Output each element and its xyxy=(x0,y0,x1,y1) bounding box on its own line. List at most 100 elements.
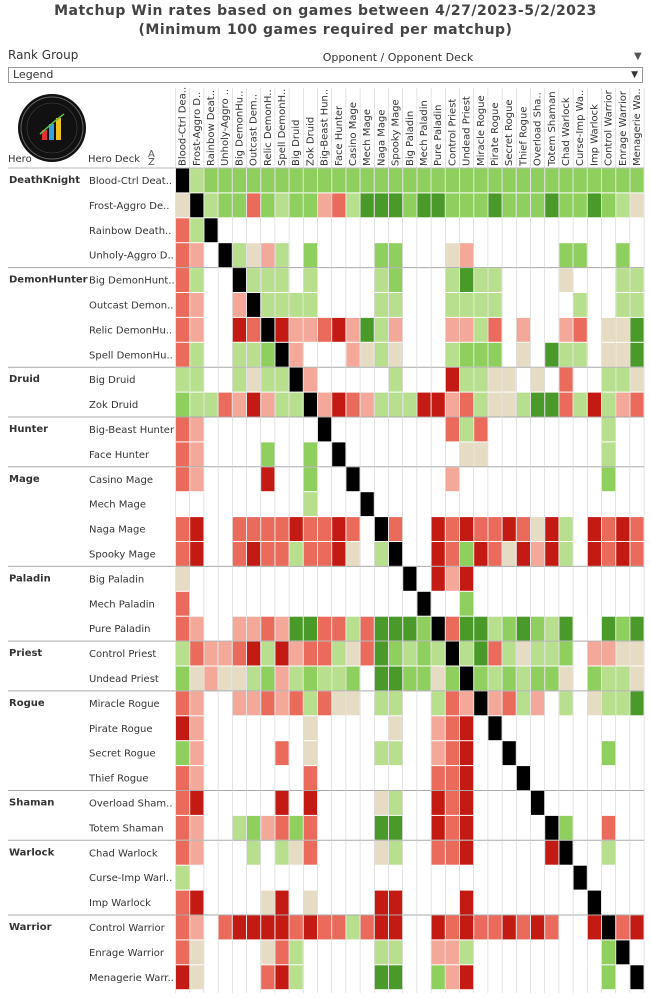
heatmap-cell xyxy=(587,193,601,218)
heatmap-cell xyxy=(417,168,431,193)
chart-title: Matchup Win rates based on games between… xyxy=(54,3,597,19)
column-label: Naga Mage xyxy=(376,109,387,166)
opponent-header: Opponent / Opponent Deck xyxy=(322,51,474,64)
column-label: Imp Warlock xyxy=(589,104,600,166)
heatmap-cell xyxy=(303,840,317,865)
heatmap-cell xyxy=(602,616,616,641)
data-reaper-logo xyxy=(18,94,86,162)
heatmap-cell xyxy=(176,791,190,815)
heatmap-cell xyxy=(190,317,204,342)
heatmap-cell xyxy=(431,392,445,417)
heatmap-cell xyxy=(303,915,317,940)
heatmap-cell xyxy=(261,616,275,641)
heatmap-cell xyxy=(332,915,346,940)
heatmap-cell xyxy=(289,542,303,566)
heatmap-cell xyxy=(516,542,530,566)
heatmap-cell xyxy=(488,666,502,691)
heatmap-cell xyxy=(204,392,218,417)
heatmap-cell xyxy=(502,542,516,566)
heatmap-cell xyxy=(474,915,488,940)
heatmap-cell xyxy=(374,293,388,317)
heatmap-cell xyxy=(176,965,190,990)
heatmap-cell xyxy=(318,392,332,417)
heatmap-cell xyxy=(389,716,403,741)
heatmap-cell xyxy=(289,915,303,940)
heatmap-cell xyxy=(460,442,474,467)
heatmap-cell xyxy=(346,193,360,218)
heatmap-cell xyxy=(431,815,445,840)
heatmap-cell xyxy=(431,616,445,641)
heatmap-cell xyxy=(318,666,332,691)
heatmap-cell xyxy=(303,641,317,666)
heatmap-cell xyxy=(545,392,559,417)
heatmap-cell xyxy=(176,367,190,392)
heatmap-cell xyxy=(247,691,261,716)
heatmap-cell xyxy=(445,815,459,840)
column-label: Undead Priest xyxy=(462,96,473,166)
heatmap-cell xyxy=(247,666,261,691)
heatmap-cell xyxy=(232,293,246,317)
heatmap-cell xyxy=(616,168,630,193)
heatmap-cell xyxy=(303,442,317,467)
heatmap-cell xyxy=(602,940,616,965)
hero-deck-label: Unholy-Aggro D.. xyxy=(89,251,174,262)
heatmap-cell xyxy=(573,865,587,890)
heatmap-cell xyxy=(488,392,502,417)
heatmap-cell xyxy=(176,293,190,317)
heatmap-cell xyxy=(488,317,502,342)
heatmap-cell xyxy=(261,367,275,392)
heatmap-cell xyxy=(616,268,630,292)
heatmap-cell xyxy=(460,741,474,766)
heatmap-cell xyxy=(460,317,474,342)
heatmap-cell xyxy=(176,865,190,890)
heatmap-cell xyxy=(204,666,218,691)
opponent-sort-dropdown-icon[interactable]: ▼ xyxy=(634,51,642,62)
heatmap-cell xyxy=(332,168,346,193)
heatmap-cell xyxy=(445,342,459,367)
hero-deck-label: Big Paladin xyxy=(89,574,144,585)
heatmap-cell xyxy=(289,940,303,965)
heatmap-cell xyxy=(559,517,573,541)
rank-group-select[interactable]: Legend ▼ xyxy=(8,67,643,83)
heatmap-cell xyxy=(346,517,360,541)
heatmap-cell xyxy=(176,243,190,268)
heatmap-cell xyxy=(303,716,317,741)
heatmap-cell xyxy=(403,193,417,218)
heatmap-cell xyxy=(559,666,573,691)
heatmap-cell xyxy=(176,317,190,342)
heatmap-cell xyxy=(303,268,317,292)
heatmap-cell xyxy=(218,243,232,268)
heatmap-cell xyxy=(289,641,303,666)
heatmap-cell xyxy=(474,616,488,641)
heatmap-cell xyxy=(502,666,516,691)
heatmap-cell xyxy=(346,317,360,342)
heatmap-cell xyxy=(389,342,403,367)
heatmap-cell xyxy=(445,965,459,990)
heatmap-cell xyxy=(332,317,346,342)
heatmap-cell xyxy=(531,392,545,417)
heatmap-cell xyxy=(630,392,644,417)
heatmap-cell xyxy=(460,616,474,641)
heatmap-cell xyxy=(445,392,459,417)
heatmap-cell xyxy=(531,641,545,666)
heatmap-cell xyxy=(204,168,218,193)
heatmap-cell xyxy=(190,442,204,467)
heatmap-cell xyxy=(176,616,190,641)
heatmap-cell xyxy=(261,890,275,915)
heatmap-cell xyxy=(232,915,246,940)
heatmap-cell xyxy=(275,890,289,915)
heatmap-cell xyxy=(559,243,573,268)
heatmap-cell xyxy=(176,815,190,840)
heatmap-cell xyxy=(232,193,246,218)
heatmap-cell xyxy=(190,691,204,716)
heatmap-cell xyxy=(346,616,360,641)
heatmap-cell xyxy=(218,641,232,666)
heatmap-cell xyxy=(545,641,559,666)
heatmap-cell xyxy=(474,392,488,417)
heatmap-cell xyxy=(445,268,459,292)
heatmap-cell xyxy=(502,616,516,641)
heatmap-cell xyxy=(616,392,630,417)
heatmap-cell xyxy=(374,741,388,766)
heatmap-cell xyxy=(431,791,445,815)
